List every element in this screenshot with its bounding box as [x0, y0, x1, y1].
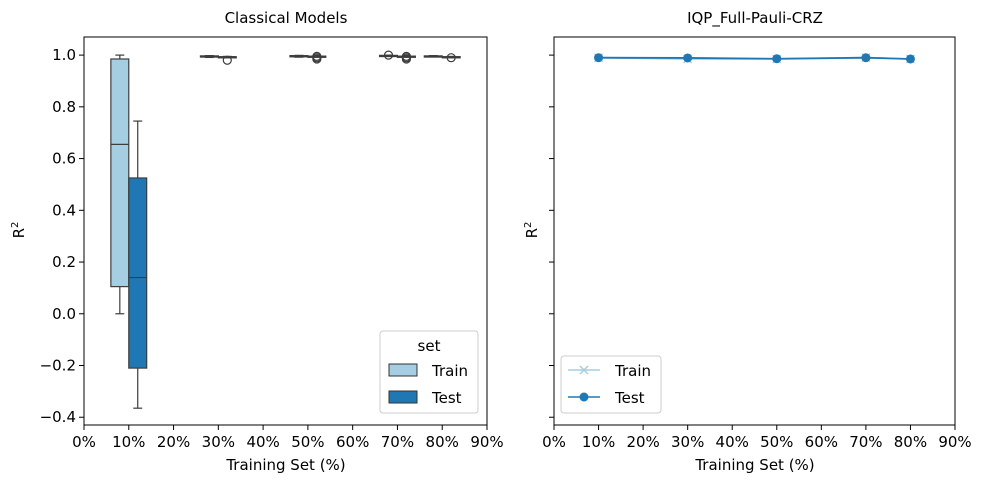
- y-tick-label: −0.4: [40, 408, 76, 426]
- x-axis-label: Training Set (%): [694, 456, 814, 474]
- x-tick-label: 80%: [426, 433, 459, 451]
- y-tick-label: 0.6: [52, 150, 76, 168]
- x-tick-label: 30%: [202, 433, 235, 451]
- y-axis-label-sup: 2: [523, 222, 534, 228]
- y-axis-label: R2: [10, 222, 28, 239]
- box-flier: [446, 53, 456, 63]
- legend-label-train: Train: [614, 362, 651, 380]
- y-tick-label: 1.0: [52, 46, 76, 64]
- iqp-panel: IQP_Full-Pauli-CRZ 0% 10% 20% 30% 40% 50% 60% 7…: [523, 9, 972, 474]
- x-tick-label: 50%: [760, 433, 793, 451]
- y-axis-label-sup: 2: [10, 222, 21, 228]
- y-axis-label-base: R: [523, 228, 541, 238]
- x-tick-label: 10%: [582, 433, 615, 451]
- y-tick-label: 0.2: [52, 253, 76, 271]
- y-tick-label: −0.2: [40, 357, 76, 375]
- x-tick-label: 20%: [626, 433, 659, 451]
- box-flier: [383, 50, 394, 60]
- x-tick-label: 0%: [72, 433, 96, 451]
- chart-title: IQP_Full-Pauli-CRZ: [687, 9, 823, 28]
- x-tick-label: 80%: [894, 433, 927, 451]
- y-tick-label: 0.0: [52, 305, 76, 323]
- x-tick-label: 0%: [542, 433, 566, 451]
- plot-area: 0% 10% 20% 30% 40% 50% 60% 70% 80% 90%: [542, 36, 972, 451]
- x-tick-label: 50%: [291, 433, 324, 451]
- legend-marker-train: [579, 365, 589, 375]
- y-axis-label: R2: [523, 222, 541, 239]
- data-point-test: [861, 53, 871, 63]
- legend-swatch-train: [388, 363, 418, 377]
- y-axis-label-base: R: [10, 228, 28, 238]
- legend-label-test: Test: [431, 389, 462, 407]
- data-point-test: [772, 54, 782, 64]
- legend-title: set: [418, 337, 441, 355]
- x-tick-label: 30%: [671, 433, 704, 451]
- x-tick-label: 20%: [157, 433, 190, 451]
- x-tick-label: 40%: [716, 433, 749, 451]
- axes-frame: [83, 36, 488, 426]
- legend-swatch-test: [388, 390, 418, 404]
- box-flier: [222, 55, 232, 65]
- x-tick-label: 10%: [112, 433, 145, 451]
- y-tick-label: 0.8: [52, 98, 76, 116]
- legend: set Train Test: [379, 330, 479, 414]
- x-tick-label: 70%: [381, 433, 414, 451]
- box-flier: [312, 51, 322, 62]
- box-rect: [110, 58, 130, 288]
- legend-label-test: Test: [614, 389, 645, 407]
- axes-frame: [553, 36, 956, 426]
- data-point-test: [905, 54, 915, 64]
- x-tick-label: 90%: [470, 433, 503, 451]
- legend-marker-test: [579, 392, 589, 402]
- data-point-test: [683, 53, 693, 63]
- data-point-test: [594, 53, 604, 63]
- x-axis-label: Training Set (%): [225, 456, 345, 474]
- classical-models-panel: Classical Models −0.4 −0.2 0.0 0.2 0.4 0.6 0.8…: [10, 9, 504, 474]
- x-tick-label: 90%: [938, 433, 971, 451]
- x-tick-label: 60%: [336, 433, 369, 451]
- y-tick-label: 0.4: [52, 201, 76, 219]
- chart-title: Classical Models: [225, 9, 348, 27]
- box-flier: [401, 51, 411, 62]
- x-tick-label: 70%: [849, 433, 882, 451]
- legend: Train Test: [560, 355, 662, 414]
- box-rect: [128, 177, 148, 369]
- x-tick-label: 40%: [246, 433, 279, 451]
- x-tick-label: 60%: [805, 433, 838, 451]
- legend-label-train: Train: [431, 362, 468, 380]
- plot-area: −0.4 −0.2 0.0 0.2 0.4 0.6 0.8 1.0 0% 10% 20% 30% 40%…: [40, 36, 504, 451]
